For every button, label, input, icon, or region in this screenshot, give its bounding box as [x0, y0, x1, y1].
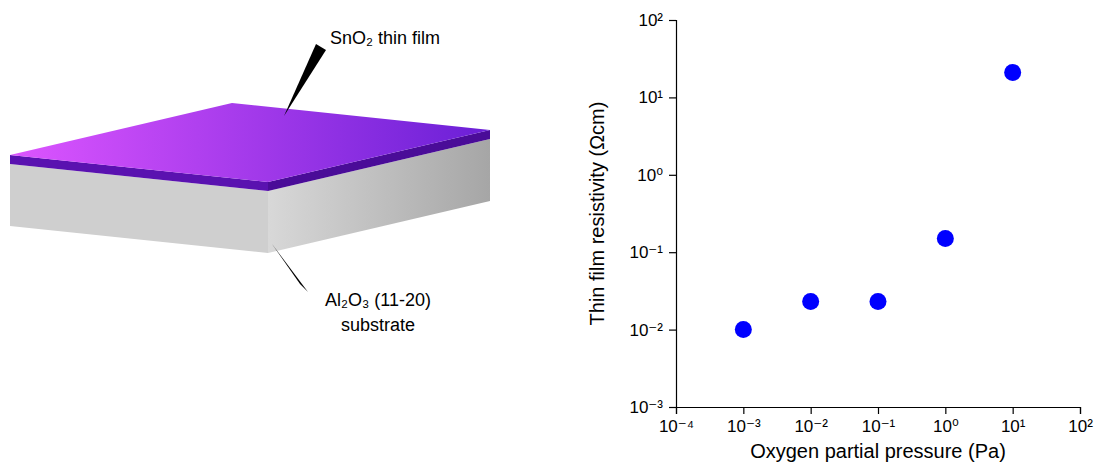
y-tick-label: 10⁰	[637, 166, 663, 185]
x-tick: 10⁰	[933, 407, 959, 436]
y-tick-mark	[669, 20, 676, 21]
data-point	[937, 230, 954, 247]
substrate-label: substrate	[341, 315, 415, 335]
film-top-face	[10, 103, 490, 182]
y-tick: 10⁻¹	[629, 243, 676, 262]
x-tick-label: 10²	[1068, 417, 1093, 436]
x-axis-title: Oxygen partial pressure (Pa)	[750, 440, 1006, 462]
x-axis-line	[677, 408, 1081, 415]
chart: 10⁻⁴10⁻³10⁻²10⁻¹10⁰10¹10²10⁻³10⁻²10⁻¹10⁰…	[586, 11, 1093, 462]
x-tick-label: 10⁻¹	[862, 417, 896, 436]
x-tick-mark	[945, 407, 946, 414]
x-tick-mark	[878, 407, 879, 414]
y-tick: 10¹	[638, 88, 676, 107]
y-axis-title: Thin film resistivity (Ωcm)	[586, 102, 608, 326]
x-tick: 10⁻⁴	[659, 407, 694, 436]
x-tick-label: 10⁰	[933, 417, 959, 436]
y-tick-label: 10²	[638, 11, 663, 30]
y-tick-mark	[669, 97, 676, 98]
data-point	[870, 293, 887, 310]
x-tick-label: 10⁻⁴	[659, 417, 694, 436]
x-tick-label: 10¹	[1001, 417, 1026, 436]
y-tick-label: 10⁻¹	[629, 243, 663, 262]
data-point	[1004, 64, 1021, 81]
substrate-label: Al₂O₃ (11-20)	[325, 290, 431, 310]
x-tick-label: 10⁻³	[727, 417, 761, 436]
y-tick-label: 10¹	[638, 88, 663, 107]
x-tick: 10²	[1068, 407, 1093, 436]
film-label: SnO₂ thin film	[330, 28, 440, 48]
illustration: SnO₂ thin film Al₂O₃ (11-20) substrate	[10, 28, 490, 335]
x-tick-mark	[811, 407, 812, 414]
y-tick-mark	[669, 330, 676, 331]
y-tick: 10⁻³	[629, 398, 676, 417]
data-points	[735, 64, 1021, 338]
x-tick: 10¹	[1001, 407, 1026, 436]
x-axis: 10⁻⁴ 10⁻³ 10⁻² 10⁻¹ 10⁰ 10¹ 10²	[659, 407, 1093, 436]
x-tick: 10⁻³	[727, 407, 761, 436]
x-tick-mark	[1013, 407, 1014, 414]
y-axis: 10⁻³ 10⁻² 10⁻¹ 10⁰ 10¹ 10²	[629, 11, 676, 417]
data-point	[735, 321, 752, 338]
x-tick-mark	[743, 407, 744, 414]
y-tick-mark	[669, 175, 676, 176]
x-tick: 10⁻²	[794, 407, 828, 436]
y-tick-mark	[669, 407, 676, 408]
x-tick-label: 10⁻²	[794, 417, 828, 436]
x-tick: 10⁻¹	[862, 407, 896, 436]
y-tick: 10⁰	[637, 166, 676, 185]
y-tick-mark	[669, 252, 676, 253]
y-tick: 10⁻²	[629, 321, 676, 340]
data-point	[802, 293, 819, 310]
substrate-pointer	[272, 244, 308, 292]
y-axis-line	[669, 21, 677, 408]
film-pointer	[284, 44, 326, 116]
y-tick-label: 10⁻²	[629, 321, 663, 340]
y-tick: 10²	[638, 11, 676, 30]
x-tick-mark	[1080, 407, 1081, 414]
y-tick-label: 10⁻³	[629, 398, 663, 417]
